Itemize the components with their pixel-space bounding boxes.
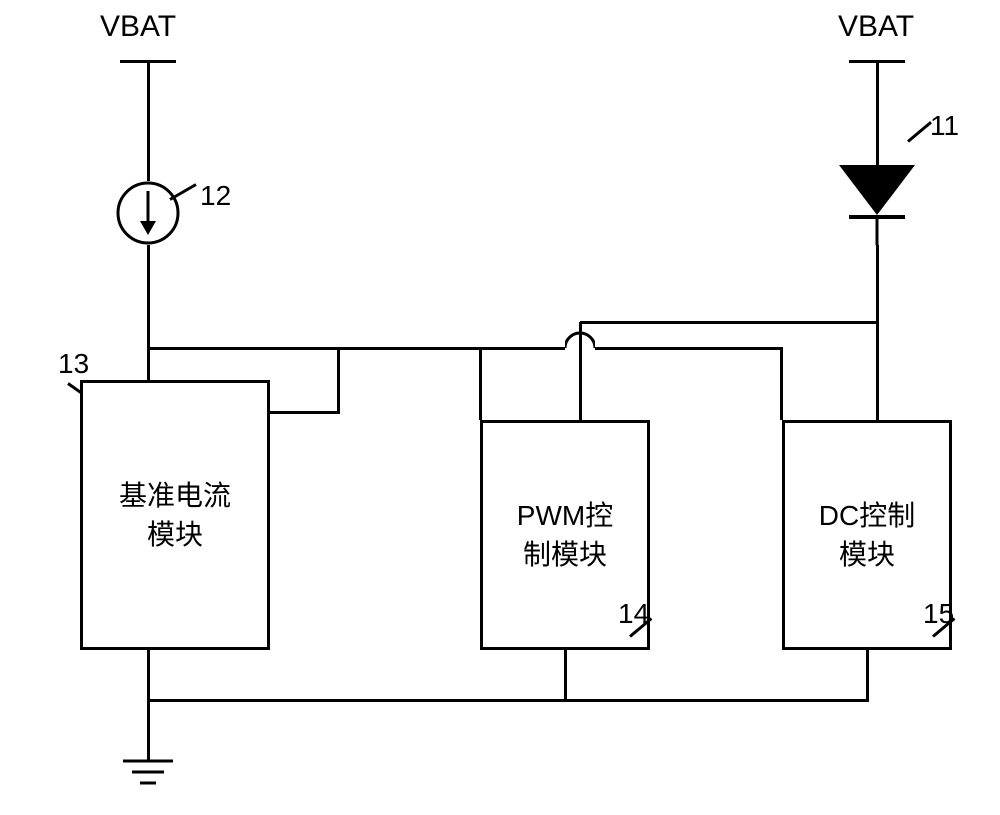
reference-current-label: 基准电流 模块 [119,476,231,554]
ref-13: 13 [58,348,89,380]
wire-pwm-drop [579,322,582,420]
wire-right-top [876,60,879,165]
vbat-right-label: VBAT [838,10,914,44]
wire-left-mid [147,245,150,380]
current-source-icon [116,181,180,245]
vbat-left-label: VBAT [100,10,176,44]
wire-ref-out-up [337,347,340,413]
ground-icon [118,758,178,798]
wire-bottom-bus [147,699,869,702]
ref-14: 14 [618,598,649,630]
wire-pwm-left-drop [479,347,482,421]
wire-dc-drop [876,320,879,420]
wire-ref-out [270,411,340,414]
wire-dc-to-bus [866,650,869,700]
wire-left-top [147,60,150,181]
wire-drop-dc-left [780,347,783,421]
wire-main-bus-left [148,347,565,350]
leader-11 [907,121,932,143]
dc-control-label: DC控制 模块 [819,496,915,574]
reference-current-block: 基准电流 模块 [80,380,270,650]
wire-upper-bus [580,321,877,324]
diode-icon [839,165,915,245]
pwm-control-label: PWM控 制模块 [517,496,613,574]
wire-pwm-to-bus [564,650,567,700]
wire-ref-to-gnd [147,650,150,760]
wire-main-bus-right [595,347,782,350]
ref-12: 12 [200,180,231,212]
ref-15: 15 [923,598,954,630]
ref-11: 11 [930,110,959,142]
